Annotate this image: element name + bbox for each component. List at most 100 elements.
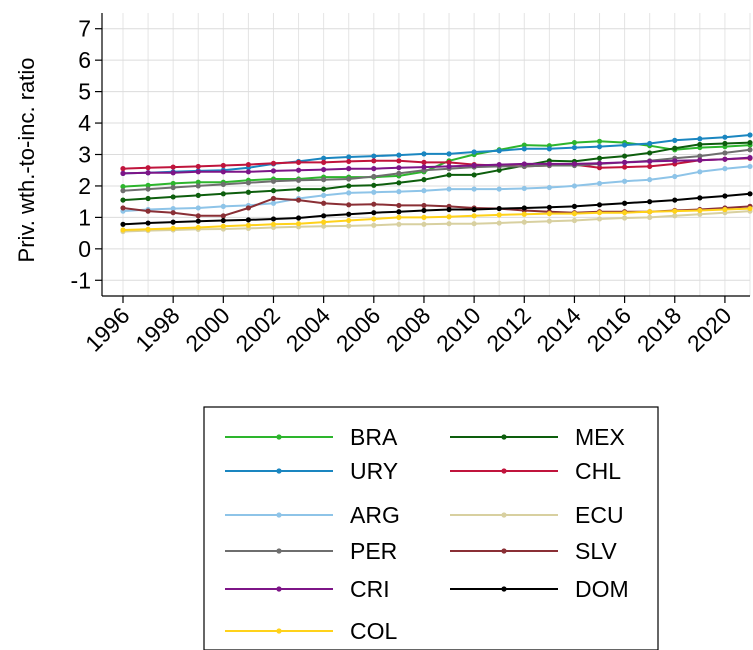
data-point — [396, 152, 402, 158]
data-point — [722, 140, 728, 147]
legend-item-arg: ARG — [225, 502, 400, 528]
data-point — [747, 163, 753, 170]
data-point — [421, 159, 427, 165]
data-point — [571, 144, 578, 151]
data-point — [321, 166, 327, 173]
series-line — [122, 156, 751, 175]
data-point — [722, 150, 728, 156]
data-point — [546, 161, 552, 167]
data-point — [145, 186, 151, 192]
data-point — [295, 159, 302, 165]
data-point — [496, 186, 502, 192]
data-point — [421, 214, 427, 220]
data-point — [747, 132, 753, 138]
data-point — [396, 170, 402, 176]
data-point — [371, 166, 377, 172]
data-point — [245, 189, 251, 195]
data-point — [120, 221, 126, 227]
data-point — [672, 158, 678, 164]
series-arg — [120, 163, 753, 214]
data-point — [672, 208, 678, 214]
data-point — [722, 193, 728, 199]
series-mex — [120, 139, 753, 203]
data-point — [371, 173, 377, 180]
data-point — [546, 184, 552, 191]
data-point — [220, 169, 226, 175]
data-point — [596, 155, 603, 161]
legend-item-dom: DOM — [450, 576, 629, 602]
data-point — [346, 190, 352, 196]
data-point — [396, 165, 402, 171]
data-point — [321, 192, 327, 198]
data-point — [371, 153, 377, 159]
x-tick-label: 2010 — [431, 302, 486, 357]
legend-label: ARG — [350, 502, 400, 528]
legend-label: URY — [350, 458, 398, 484]
data-point — [170, 210, 176, 216]
data-point — [471, 206, 477, 213]
legend-box — [203, 406, 659, 650]
data-point — [697, 195, 703, 201]
data-point — [596, 210, 603, 216]
data-point — [170, 225, 176, 231]
data-point — [346, 217, 352, 224]
data-point — [446, 221, 452, 227]
data-point — [521, 146, 527, 152]
data-point — [220, 162, 226, 169]
data-point — [195, 163, 201, 170]
data-point — [672, 137, 678, 143]
data-point — [295, 177, 302, 183]
data-point — [421, 188, 427, 194]
data-point — [270, 221, 277, 227]
data-point — [647, 177, 653, 183]
data-point — [471, 149, 477, 155]
data-point — [421, 164, 427, 170]
data-point — [622, 142, 628, 148]
data-point — [496, 148, 502, 154]
data-point — [722, 166, 728, 172]
data-point — [546, 211, 552, 217]
data-point — [697, 169, 703, 175]
series-line — [122, 157, 751, 170]
data-point — [120, 166, 126, 172]
data-point — [747, 139, 753, 146]
data-point — [245, 205, 251, 211]
data-point — [270, 200, 277, 206]
data-point — [747, 191, 753, 197]
data-point — [747, 147, 753, 153]
data-point — [697, 207, 703, 214]
legend-label: ECU — [575, 502, 624, 528]
data-point — [697, 136, 703, 142]
data-point — [647, 158, 653, 165]
data-point — [195, 224, 201, 231]
data-point — [672, 145, 678, 151]
data-point — [446, 151, 452, 157]
legend-item-mex: MEX — [450, 424, 625, 450]
data-point — [596, 202, 603, 208]
legend-label: CRI — [350, 576, 390, 602]
legend-marker — [276, 628, 282, 634]
data-point — [371, 222, 377, 228]
data-point — [546, 146, 552, 152]
data-point — [622, 159, 628, 165]
data-point — [722, 156, 728, 162]
data-point — [295, 197, 302, 203]
data-point — [346, 183, 352, 189]
legend-item-col: COL — [225, 618, 398, 644]
data-point — [346, 223, 352, 229]
data-point — [496, 167, 502, 173]
legend-item-ecu: ECU — [450, 502, 624, 528]
data-point — [120, 197, 126, 203]
data-point — [546, 218, 552, 224]
data-point — [647, 199, 653, 205]
data-point — [220, 203, 226, 209]
data-point — [120, 170, 126, 176]
data-point — [170, 164, 176, 170]
x-tick-label: 2020 — [682, 302, 737, 357]
data-point — [596, 165, 603, 171]
data-point — [571, 183, 578, 189]
data-point — [195, 183, 201, 189]
series-line — [122, 165, 751, 213]
series-bra — [120, 138, 753, 190]
legend-item-slv: SLV — [450, 538, 617, 564]
